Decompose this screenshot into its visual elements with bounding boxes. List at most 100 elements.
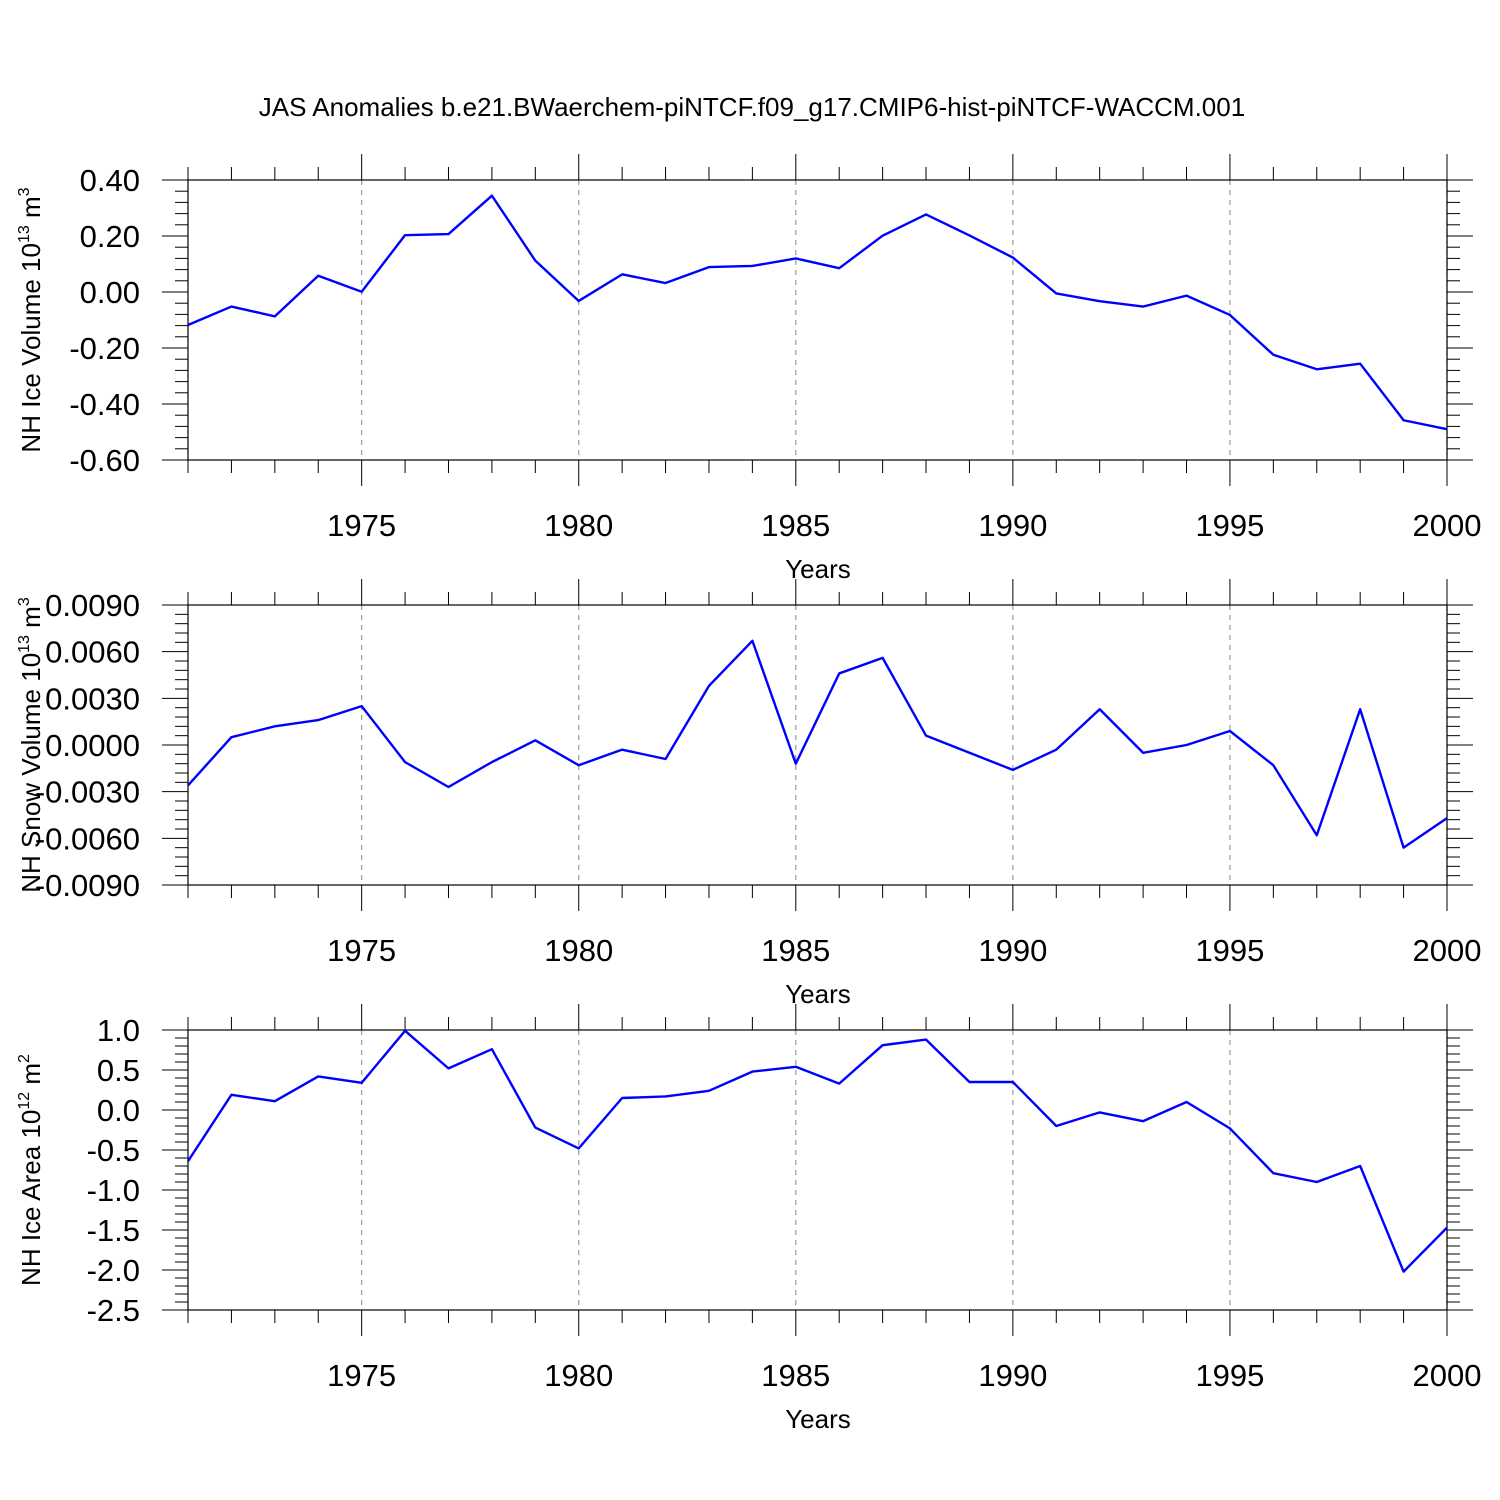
data-point: [837, 1082, 841, 1086]
y-tick-label: -2.5: [87, 1293, 140, 1328]
data-point: [881, 656, 885, 660]
x-tick-label: 1980: [544, 508, 613, 543]
data-point: [1141, 1119, 1145, 1123]
data-point: [229, 305, 233, 309]
y-tick-label: -0.20: [69, 331, 140, 366]
data-point: [794, 256, 798, 260]
y-tick-label: 0.40: [80, 163, 140, 198]
data-point: [1141, 751, 1145, 755]
x-tick-label: 1990: [978, 933, 1047, 968]
data-point: [1358, 362, 1362, 366]
data-point: [360, 290, 364, 294]
x-tick-label: 2000: [1413, 933, 1482, 968]
panel-ice-area: 1.0 0.5 0.0 -0.5 -1.0 -1.5 -2.0 -2.5 1975 1980 198…: [16, 1004, 1481, 1434]
data-point: [1228, 313, 1232, 317]
x-tick-label: 1985: [761, 508, 830, 543]
y-tick-label: 0.0: [97, 1093, 140, 1128]
series-line: [187, 194, 1448, 431]
data-point: [1228, 729, 1232, 733]
data-point: [1315, 367, 1319, 371]
data-point: [533, 738, 537, 742]
data-point: [1185, 1100, 1189, 1104]
data-point: [273, 314, 277, 318]
data-point: [1271, 763, 1275, 767]
data-point: [750, 639, 754, 643]
data-point: [403, 760, 407, 764]
data-point: [1098, 1110, 1102, 1114]
data-point: [1054, 748, 1058, 752]
x-tick-label: 1980: [544, 1358, 613, 1393]
data-point: [360, 1081, 364, 1085]
x-tick-label: 1990: [978, 1358, 1047, 1393]
y-tick-label: -0.60: [69, 443, 140, 478]
data-point: [1315, 833, 1319, 837]
y-tick-label: -0.0090: [35, 868, 140, 903]
data-point: [273, 1099, 277, 1103]
data-point: [924, 734, 928, 738]
data-point: [967, 233, 971, 237]
y-axis-label: NH Snow Volume 1013 m3: [16, 597, 46, 893]
data-point: [1271, 1171, 1275, 1175]
y-tick-label: 0.5: [97, 1053, 140, 1088]
data-point: [1315, 1180, 1319, 1184]
data-point: [1445, 427, 1449, 431]
plot-frame: [187, 179, 1448, 461]
y-tick-label: 0.0060: [45, 635, 140, 670]
data-point: [533, 259, 537, 263]
data-point: [577, 763, 581, 767]
data-point: [664, 757, 668, 761]
data-point: [1098, 707, 1102, 711]
y-axis-label: NH Ice Area 1012 m2: [16, 1054, 46, 1286]
panel-ice-volume: 0.40 0.20 0.00 -0.20 -0.40 -0.60 1975 1980 1985 1…: [16, 154, 1481, 584]
x-tick-label: 1975: [327, 933, 396, 968]
data-point: [403, 233, 407, 237]
chart-title: JAS Anomalies b.e21.BWaerchem-piNTCF.f09…: [259, 92, 1245, 122]
y-tick-label: 0.0090: [45, 588, 140, 623]
x-tick-label: 1990: [978, 508, 1047, 543]
y-tick-label: -2.0: [87, 1253, 140, 1288]
plot-frame: [187, 604, 1448, 886]
y-tick-label: -0.5: [87, 1133, 140, 1168]
y-tick-label: -0.0060: [35, 821, 140, 856]
data-point: [750, 1070, 754, 1074]
x-tick-label: 1975: [327, 1358, 396, 1393]
x-axis-label: Years: [785, 554, 851, 584]
data-point: [664, 1094, 668, 1098]
series-line: [187, 639, 1448, 849]
data-point: [1054, 291, 1058, 295]
data-point: [186, 1159, 190, 1163]
data-point: [1098, 299, 1102, 303]
x-tick-label: 1980: [544, 933, 613, 968]
data-point: [1402, 1270, 1406, 1274]
data-point: [273, 724, 277, 728]
data-point: [707, 684, 711, 688]
x-tick-label: 2000: [1413, 508, 1482, 543]
data-point: [1402, 418, 1406, 422]
data-point: [316, 1074, 320, 1078]
data-point: [533, 1126, 537, 1130]
data-point: [186, 323, 190, 327]
x-tick-label: 1985: [761, 1358, 830, 1393]
y-tick-label: 1.0: [97, 1013, 140, 1048]
data-point: [1141, 305, 1145, 309]
data-point: [360, 704, 364, 708]
y-axis-label: NH Ice Volume 1013 m3: [16, 187, 46, 452]
data-point: [967, 751, 971, 755]
data-point: [403, 1029, 407, 1033]
data-point: [707, 265, 711, 269]
data-point: [316, 718, 320, 722]
x-tick-label: 1995: [1195, 933, 1264, 968]
data-point: [1011, 768, 1015, 772]
y-tick-label: 0.00: [80, 275, 140, 310]
data-point: [490, 194, 494, 198]
data-point: [229, 735, 233, 739]
data-point: [229, 1093, 233, 1097]
data-point: [1445, 816, 1449, 820]
data-point: [967, 1080, 971, 1084]
y-tick-label: 0.20: [80, 219, 140, 254]
data-point: [1358, 707, 1362, 711]
x-tick-label: 1995: [1195, 1358, 1264, 1393]
data-point: [794, 762, 798, 766]
data-point: [707, 1089, 711, 1093]
data-point: [1185, 743, 1189, 747]
